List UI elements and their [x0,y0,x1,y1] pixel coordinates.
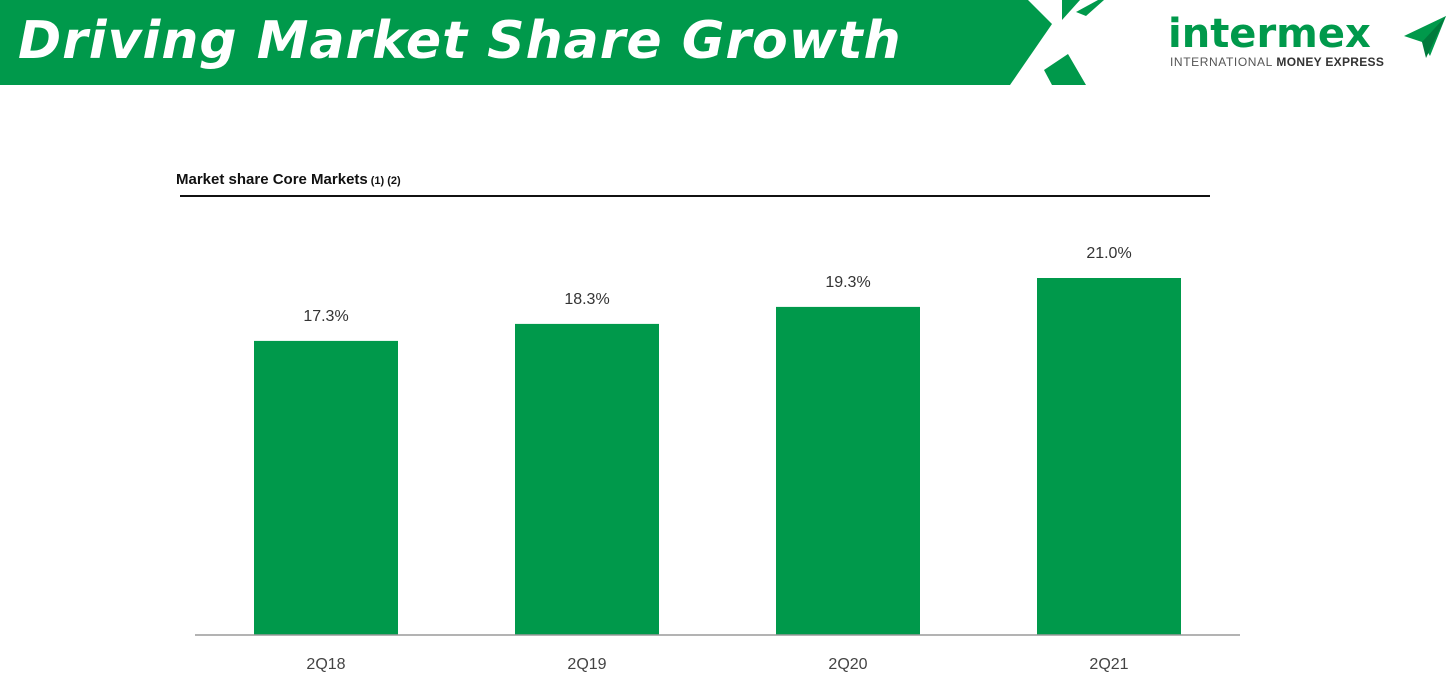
bars-group [254,278,1181,635]
bar-chart: 17.3% 18.3% 19.3% 21.0% 2Q18 2Q19 2Q20 2Q21 [195,245,1240,673]
header-x-chevron-icon [1062,0,1080,20]
bar-2Q19 [515,323,659,635]
data-label-2Q19: 18.3% [564,291,609,308]
header-x-top-icon [1076,0,1104,16]
chart-heading-footnotes: (1) (2) [370,175,401,187]
header-x-mark-icon [1044,54,1086,85]
logo-tagline-bold: MONEY EXPRESS [1276,55,1385,69]
data-label-2Q21: 21.0% [1086,245,1131,262]
bar-2Q21 [1037,278,1181,635]
bar-2Q20 [776,306,920,635]
header-green-band [0,0,1052,85]
x-tick-label-2Q20: 2Q20 [828,656,867,673]
data-labels-group: 17.3% 18.3% 19.3% 21.0% [303,245,1131,325]
heading-rule [180,195,1210,197]
logo-tagline: INTERNATIONAL MONEY EXPRESS [1170,55,1384,69]
intermex-logo: intermex INTERNATIONAL MONEY EXPRESS [1168,14,1448,74]
paper-plane-icon [1404,16,1446,58]
chart-heading: Market share Core Markets (1) (2) [176,170,401,191]
page-title: Driving Market Share Growth [18,11,902,71]
x-tick-label-2Q21: 2Q21 [1089,656,1128,673]
chart-heading-text: Market share Core Markets [176,171,368,188]
header-band [0,0,1104,85]
x-tick-label-2Q18: 2Q18 [306,656,345,673]
data-label-2Q18: 17.3% [303,308,348,325]
x-tick-label-2Q19: 2Q19 [567,656,606,673]
bar-2Q18 [254,340,398,635]
data-label-2Q20: 19.3% [825,274,870,291]
logo-wordmark: intermex [1168,11,1371,57]
logo-tagline-regular: INTERNATIONAL [1170,55,1273,69]
x-tick-labels-group: 2Q18 2Q19 2Q20 2Q21 [306,656,1128,673]
